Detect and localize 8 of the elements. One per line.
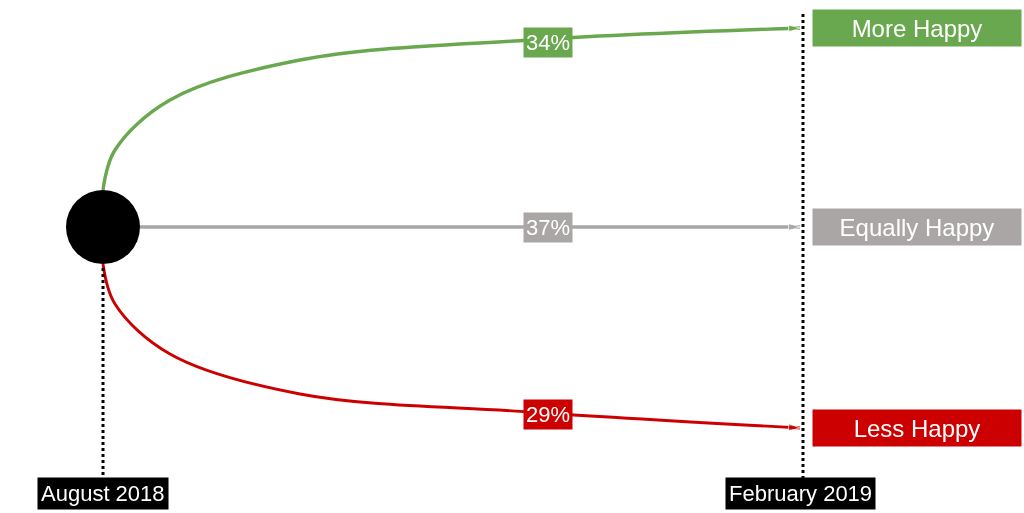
category-label: More Happy xyxy=(851,14,983,42)
data-label: 34% xyxy=(526,30,571,55)
category-label: Equally Happy xyxy=(839,213,995,241)
data-label: 37% xyxy=(526,215,571,240)
data-label: 29% xyxy=(526,402,571,427)
category-label: Less Happy xyxy=(853,414,981,442)
text: February 2019 xyxy=(729,481,873,506)
text: August 2018 xyxy=(41,481,165,506)
